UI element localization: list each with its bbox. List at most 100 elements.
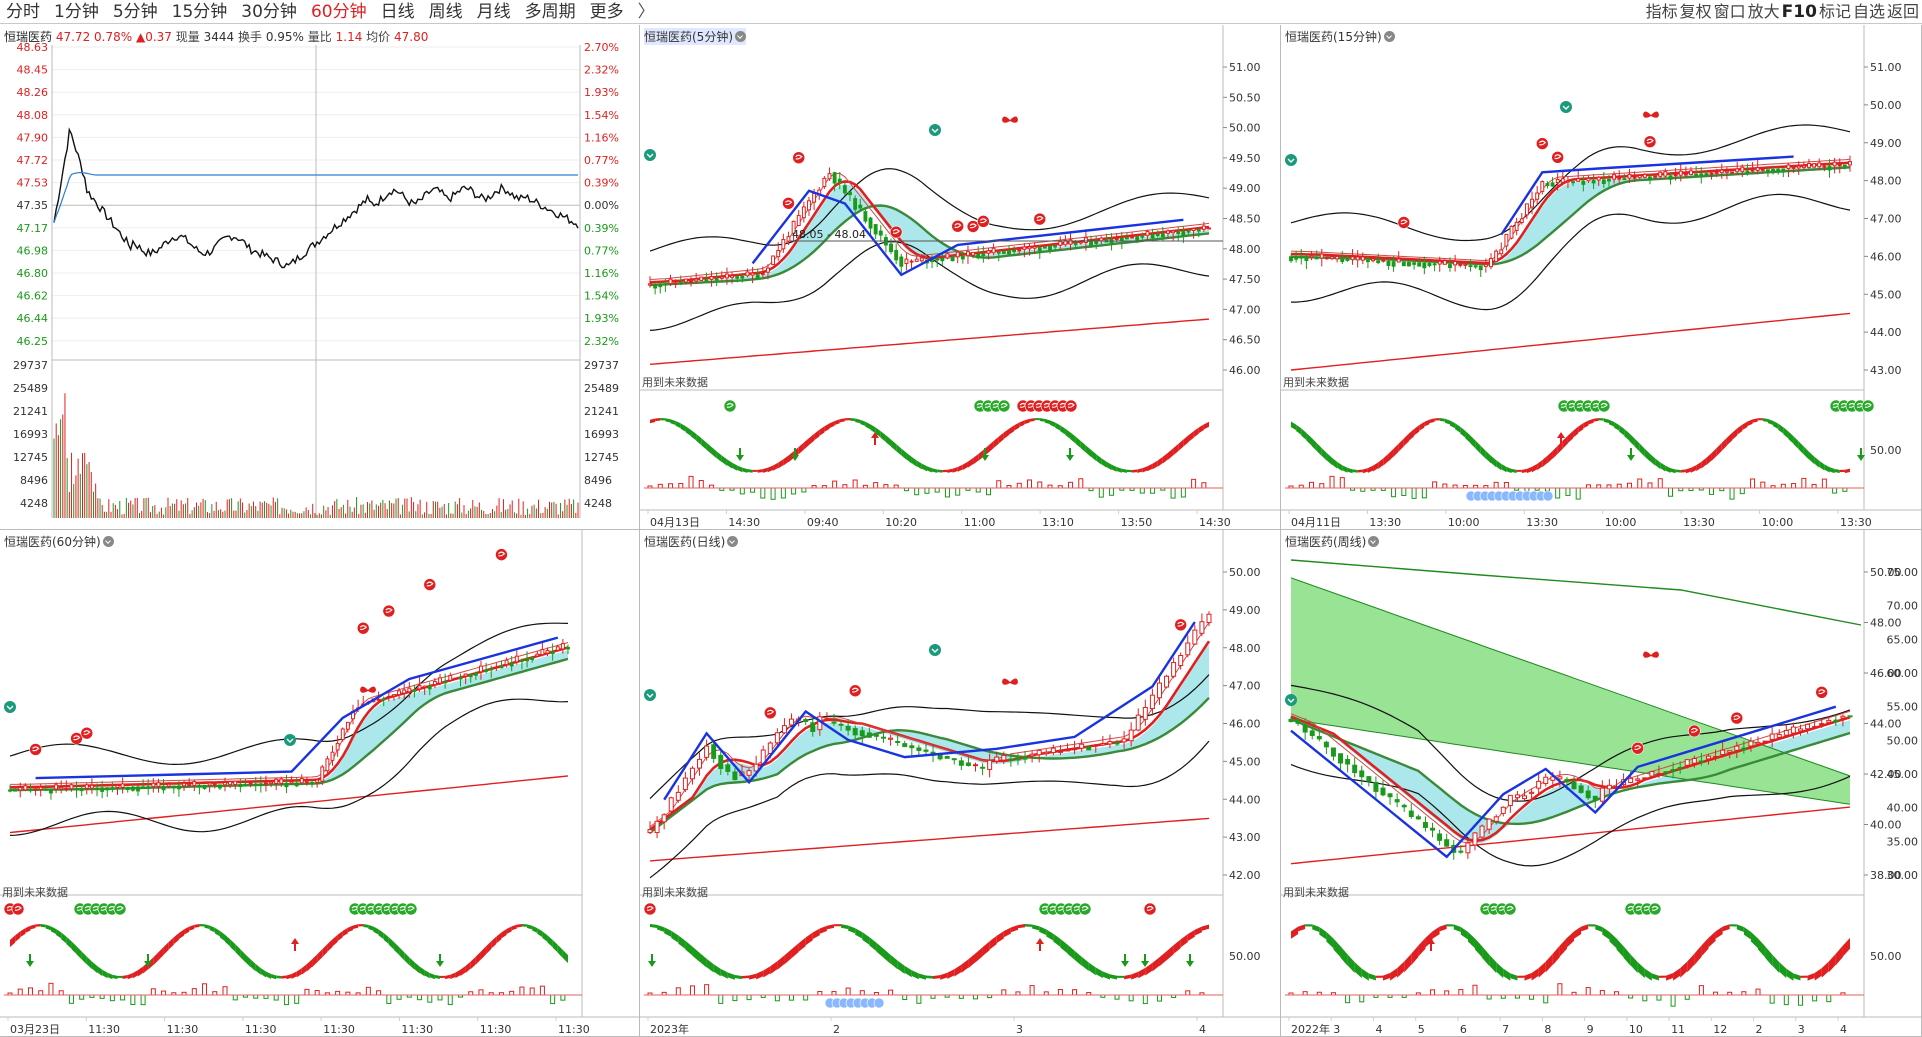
candle-body — [899, 256, 904, 267]
osc-ribbon-segment — [1060, 425, 1066, 435]
osc-ribbon-segment — [696, 433, 702, 446]
badge-glyph — [1864, 402, 1872, 408]
candle-body — [914, 258, 919, 262]
candle-body — [1499, 249, 1504, 255]
panel-title-15min[interactable]: 恒瑞医药(15分钟) — [1285, 28, 1395, 45]
tool-button-7[interactable]: 返回 — [1886, 2, 1919, 21]
period-tab-4[interactable]: 30分钟 — [241, 2, 297, 22]
osc-ribbon-segment — [1065, 428, 1071, 439]
kline-60min-chart[interactable]: 03月23日 11:30 11:30 11:30 11:30 11:30 11:30 11:3… — [0, 530, 640, 1037]
candle-body — [1458, 850, 1464, 853]
period-tab-2[interactable]: 5分钟 — [112, 2, 158, 22]
kline-5min-panel[interactable]: 恒瑞医药(5分钟) 用到未来数据 51.00 50.50 50.00 49.50 49.… — [640, 25, 1281, 530]
date-label: 3 — [1333, 1023, 1340, 1036]
period-tab-3[interactable]: 15分钟 — [171, 2, 228, 22]
osc-ribbon-segment — [954, 964, 962, 977]
candle-body — [84, 784, 89, 789]
candle-body — [1178, 655, 1184, 667]
candle-body — [1678, 170, 1683, 176]
period-selector-icon[interactable] — [735, 31, 746, 42]
osc-volume-bar — [1543, 994, 1549, 1004]
more-arrow-icon[interactable]: 〉 — [637, 2, 655, 22]
osc-ribbon-segment — [763, 966, 771, 978]
panel-title-daily[interactable]: 恒瑞医药(日线) — [644, 533, 739, 550]
osc-volume-bar — [718, 994, 724, 1004]
osc-ribbon-segment — [1609, 931, 1617, 949]
osc-ribbon-segment — [1578, 423, 1584, 433]
tool-button-0[interactable]: 指标 — [1645, 2, 1678, 21]
osc-ribbon-segment — [808, 433, 815, 445]
osc-ribbon-segment — [1096, 454, 1102, 465]
sell-signal-badge — [1033, 212, 1047, 226]
kline-15min-chart[interactable]: 51.00 50.00 49.00 48.00 47.00 46.00 45.00 44.00… — [1281, 25, 1922, 530]
sell-arrow-icon — [1121, 954, 1129, 967]
kline-5min-chart[interactable]: 51.00 50.50 50.00 49.50 49.00 48.50 48.00 47.50… — [640, 25, 1281, 530]
date-label: 03月23日 — [10, 1023, 60, 1036]
future-data-label: 用到未来数据 — [1283, 886, 1349, 899]
candle-body — [1635, 778, 1641, 781]
panel-title-text: 恒瑞医药(60分钟) — [4, 535, 101, 549]
period-selector-icon[interactable] — [1368, 536, 1380, 547]
osc-volume-bar — [873, 482, 879, 489]
period-tab-7[interactable]: 周线 — [428, 2, 463, 22]
period-tab-6[interactable]: 日线 — [380, 2, 415, 22]
candle-body — [402, 689, 407, 694]
intraday-chart[interactable]: 48.63 2.70% 48.45 2.32% 48.26 1.93% 48.08 1.54%… — [0, 25, 640, 530]
osc-ribbon-segment — [1501, 463, 1507, 473]
panel-title-text: 恒瑞医药(日线) — [644, 535, 726, 549]
osc-volume-bar — [801, 487, 807, 493]
period-tab-8[interactable]: 月线 — [476, 2, 511, 22]
osc-volume-bar — [150, 988, 156, 996]
osc-ribbon-segment — [665, 418, 671, 423]
tool-button-5[interactable]: 标记 — [1818, 2, 1851, 21]
osc-ribbon-segment — [132, 970, 138, 979]
candle-body — [781, 725, 787, 734]
candle-body — [1093, 744, 1099, 747]
osc-ribbon-segment — [1383, 453, 1389, 466]
period-selector-icon[interactable] — [727, 536, 739, 547]
candle-body — [1448, 264, 1452, 269]
badge-glyph — [1634, 745, 1642, 750]
candle-body — [1781, 168, 1786, 172]
tool-button-6[interactable]: 自选 — [1852, 2, 1885, 21]
intraday-panel[interactable]: 恒瑞医药 47.72 0.78% ▲0.37 现量 3444 换手 0.95% … — [0, 25, 640, 530]
osc-ribbon-segment — [306, 959, 313, 972]
period-tab-5[interactable]: 60分钟 — [310, 2, 367, 22]
kline-15min-panel[interactable]: 恒瑞医药(15分钟) 用到未来数据 51.00 50.00 49.00 48.00 47… — [1281, 25, 1922, 530]
kline-60min-panel[interactable]: 恒瑞医药(60分钟) 用到未来数据 03月23日 11:30 11:30 11:30 1… — [0, 530, 640, 1037]
tool-button-2[interactable]: 窗口 — [1713, 2, 1746, 21]
kline-daily-chart[interactable]: 50.00 49.00 48.00 47.00 46.00 45.00 44.00 43.00… — [640, 530, 1281, 1037]
tool-button-3[interactable]: 放大 — [1747, 2, 1780, 21]
osc-ribbon-segment — [511, 924, 517, 931]
candle-body — [1689, 170, 1693, 176]
osc-ribbon-segment — [1637, 962, 1645, 979]
candle-body — [463, 673, 468, 677]
kline-daily-panel[interactable]: 恒瑞医药(日线) 用到未来数据 50.00 49.00 48.00 47.00 46.0… — [640, 530, 1281, 1037]
period-tab-10[interactable]: 更多 — [589, 2, 624, 22]
zigzag-line — [663, 621, 1196, 801]
kline-weekly-panel[interactable]: 恒瑞医药(周线) 用到未来数据 50.00 48.00 46.00 44.00 42.0… — [1281, 530, 1922, 1037]
candle-body — [902, 743, 908, 748]
price-tick-label: 51.00 — [1870, 61, 1902, 74]
panel-title-60min[interactable]: 恒瑞医药(60分钟) — [4, 533, 114, 550]
period-selector-icon[interactable] — [102, 536, 114, 547]
panel-title-weekly[interactable]: 恒瑞医药(周线) — [1285, 533, 1380, 550]
candle-body — [258, 783, 263, 786]
osc-volume-bar — [417, 994, 423, 1001]
period-tab-1[interactable]: 1分钟 — [54, 2, 99, 22]
date-label: 4 — [1199, 1023, 1206, 1036]
candle-body — [1068, 239, 1073, 245]
osc-ribbon-segment — [91, 961, 98, 973]
osc-ribbon-segment — [1562, 435, 1568, 449]
tool-button-1[interactable]: 复权 — [1679, 2, 1712, 21]
tool-button-4[interactable]: F10 — [1781, 2, 1817, 22]
kline-weekly-chart[interactable]: 50.00 48.00 46.00 44.00 42.00 40.00 38.00 75.00… — [1281, 530, 1922, 1037]
badge-glyph — [1400, 219, 1408, 225]
osc-ribbon-segment — [414, 962, 420, 974]
period-tab-0[interactable]: 分时 — [6, 2, 40, 22]
date-label: 7 — [1502, 1023, 1509, 1036]
period-tab-9[interactable]: 多周期 — [524, 2, 576, 22]
panel-title-5min[interactable]: 恒瑞医药(5分钟) — [644, 28, 746, 45]
osc-ribbon-segment — [1644, 448, 1650, 462]
period-selector-icon[interactable] — [1383, 31, 1395, 42]
